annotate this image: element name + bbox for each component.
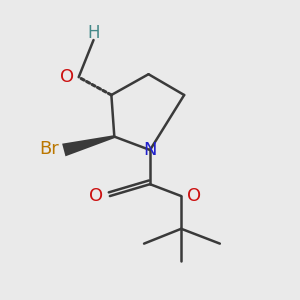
- Text: N: N: [143, 141, 157, 159]
- Polygon shape: [62, 135, 115, 156]
- Text: H: H: [87, 24, 100, 42]
- Text: O: O: [187, 187, 201, 205]
- Text: O: O: [89, 187, 103, 205]
- Text: Br: Br: [39, 140, 59, 158]
- Text: O: O: [60, 68, 74, 86]
